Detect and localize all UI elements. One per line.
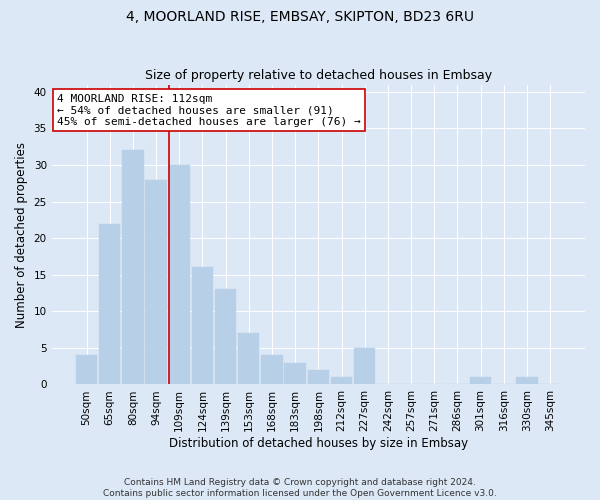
Bar [122, 150, 143, 384]
Text: 4, MOORLAND RISE, EMBSAY, SKIPTON, BD23 6RU: 4, MOORLAND RISE, EMBSAY, SKIPTON, BD23 … [126, 10, 474, 24]
Bar [169, 165, 190, 384]
Bar [354, 348, 376, 385]
Y-axis label: Number of detached properties: Number of detached properties [15, 142, 28, 328]
Bar [192, 268, 213, 384]
Bar [284, 362, 306, 384]
Text: 4 MOORLAND RISE: 112sqm
← 54% of detached houses are smaller (91)
45% of semi-de: 4 MOORLAND RISE: 112sqm ← 54% of detache… [57, 94, 361, 127]
Bar [516, 377, 538, 384]
Bar [238, 334, 259, 384]
Bar [99, 224, 121, 384]
Bar [215, 290, 236, 384]
Title: Size of property relative to detached houses in Embsay: Size of property relative to detached ho… [145, 69, 492, 82]
Bar [262, 355, 283, 384]
Bar [308, 370, 329, 384]
Bar [470, 377, 491, 384]
Text: Contains HM Land Registry data © Crown copyright and database right 2024.
Contai: Contains HM Land Registry data © Crown c… [103, 478, 497, 498]
Bar [76, 355, 97, 384]
Bar [145, 180, 167, 384]
X-axis label: Distribution of detached houses by size in Embsay: Distribution of detached houses by size … [169, 437, 468, 450]
Bar [331, 377, 352, 384]
